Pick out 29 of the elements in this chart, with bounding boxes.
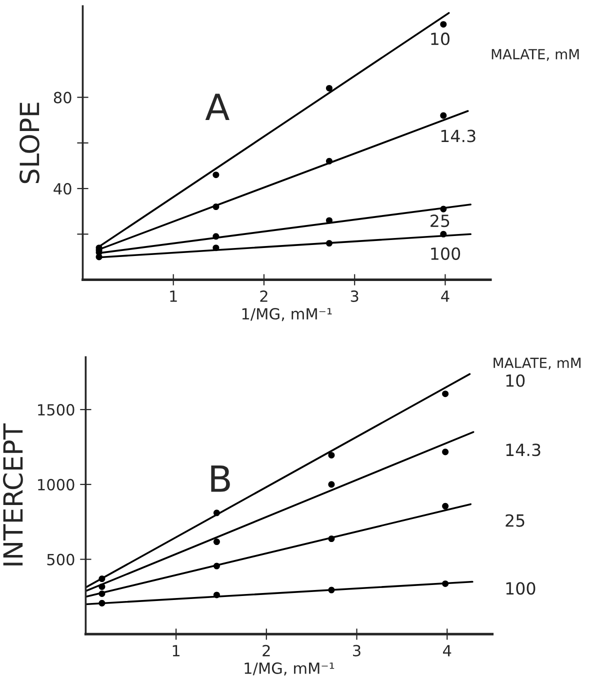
y-tick-label: 1500: [38, 404, 74, 416]
y-tick-label: 1000: [38, 478, 74, 490]
x-tick-label: 4: [443, 645, 452, 656]
x-tick-label: 2: [262, 644, 270, 656]
annotation: B: [211, 465, 230, 492]
y-axis-title: SLOPE: [19, 102, 40, 184]
x-tick-label: 1: [170, 290, 177, 302]
text: MALATE, mM: [492, 49, 579, 61]
y-tick-label: 500: [47, 554, 74, 566]
x-tick-label: 4: [441, 290, 450, 302]
x-axis-title: 1/MG, mM⁻¹: [244, 662, 334, 676]
y-axis-title: INTERCEPT: [2, 423, 23, 566]
text: 100: [506, 582, 536, 595]
annotation: 14.3: [441, 130, 476, 142]
text: 10: [506, 374, 525, 387]
x-tick-label: 3: [353, 644, 360, 656]
text: 25: [506, 514, 524, 527]
text: 14.3: [506, 444, 540, 456]
annotation: A: [205, 94, 230, 120]
x-tick-label: 2: [260, 290, 268, 302]
x-axis-title: 1/MG, mM⁻¹: [242, 308, 332, 322]
x-tick-label: 1: [172, 645, 180, 656]
text: MALATE, mM: [494, 358, 581, 370]
annotation: 25: [430, 214, 450, 228]
annotation: 10: [431, 32, 450, 46]
y-tick-label: 40: [54, 183, 72, 195]
annotation: 100: [431, 247, 460, 260]
x-tick-label: 3: [350, 290, 358, 302]
y-tick-label: 80: [54, 92, 72, 104]
